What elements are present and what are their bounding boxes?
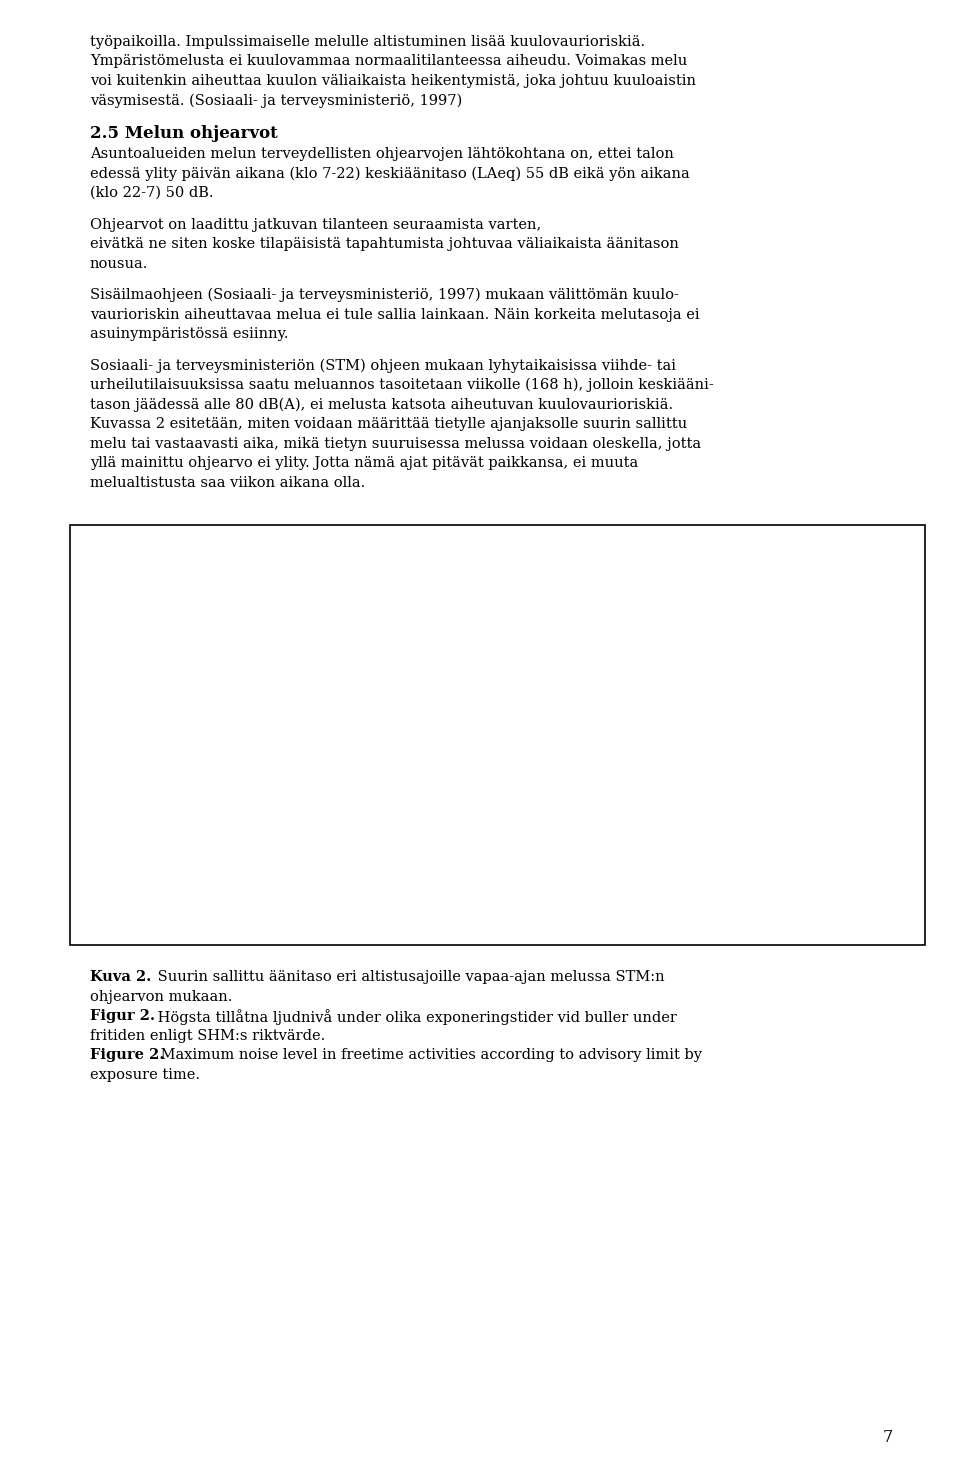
Text: Maximum noise level in freetime activities according to advisory limit by: Maximum noise level in freetime activiti… [156, 1047, 702, 1062]
Text: Ympäristömelusta ei kuulovammaa normaalitilanteessa aiheudu. Voimakas melu: Ympäristömelusta ei kuulovammaa normaali… [90, 54, 687, 69]
Text: 2.5 Melun ohjearvot: 2.5 Melun ohjearvot [90, 125, 277, 143]
Text: Sosiaali- ja terveysministeriön (STM) ohjeen mukaan lyhytaikaisissa viihde- tai: Sosiaali- ja terveysministeriön (STM) oh… [90, 359, 676, 372]
Text: Suurin sallittu äänitaso eri altistusajoille vapaa-ajan melussa STM:n: Suurin sallittu äänitaso eri altistusajo… [153, 969, 664, 984]
Text: Högsta tillåtna ljudnivå under olika exponeringstider vid buller under: Högsta tillåtna ljudnivå under olika exp… [153, 1009, 677, 1025]
Y-axis label: Suurin sallittu äänitaso (dBA: Suurin sallittu äänitaso (dBA [101, 618, 114, 812]
Text: Ohjearvot on laadittu jatkuvan tilanteen seuraamista varten,: Ohjearvot on laadittu jatkuvan tilanteen… [90, 218, 541, 231]
Text: asuinympäristössä esiinny.: asuinympäristössä esiinny. [90, 327, 289, 341]
Text: voi kuitenkin aiheuttaa kuulon väliaikaista heikentymistä, joka johtuu kuuloaist: voi kuitenkin aiheuttaa kuulon väliaikai… [90, 74, 696, 88]
X-axis label: Aika (h): Aika (h) [501, 908, 554, 921]
Text: 7: 7 [882, 1428, 893, 1446]
Text: Kuva 2.: Kuva 2. [90, 969, 152, 984]
Text: Kuvassa 2 esitetään, miten voidaan määrittää tietylle ajanjaksolle suurin sallit: Kuvassa 2 esitetään, miten voidaan määri… [90, 416, 687, 431]
Text: (klo 22-7) 50 dB.: (klo 22-7) 50 dB. [90, 185, 213, 200]
Text: Figur 2.: Figur 2. [90, 1009, 155, 1022]
Text: ohjearvon mukaan.: ohjearvon mukaan. [90, 990, 232, 1003]
Text: urheilutilaisuuksissa saatu meluannos tasoitetaan viikolle (168 h), jolloin kesk: urheilutilaisuuksissa saatu meluannos ta… [90, 378, 713, 393]
Text: yllä mainittu ohjearvo ei ylity. Jotta nämä ajat pitävät paikkansa, ei muuta: yllä mainittu ohjearvo ei ylity. Jotta n… [90, 456, 638, 471]
Text: fritiden enligt SHM:s riktvärde.: fritiden enligt SHM:s riktvärde. [90, 1028, 325, 1043]
Text: exposure time.: exposure time. [90, 1068, 200, 1081]
Text: Sisäilmaohjeen (Sosiaali- ja terveysministeriö, 1997) mukaan välittömän kuulo-: Sisäilmaohjeen (Sosiaali- ja terveysmini… [90, 288, 679, 303]
Text: eivätkä ne siten koske tilapäisistä tapahtumista johtuvaa väliaikaista äänitason: eivätkä ne siten koske tilapäisistä tapa… [90, 237, 679, 252]
Text: väsymisestä. (Sosiaali- ja terveysministeriö, 1997): väsymisestä. (Sosiaali- ja terveysminist… [90, 94, 463, 107]
Text: nousua.: nousua. [90, 256, 149, 271]
Text: Figure 2.: Figure 2. [90, 1047, 164, 1062]
Text: tason jäädessä alle 80 dB(A), ei melusta katsota aiheutuvan kuulovaurioriskiä.: tason jäädessä alle 80 dB(A), ei melusta… [90, 397, 673, 412]
Text: melu tai vastaavasti aika, mikä tietyn suuruisessa melussa voidaan oleskella, jo: melu tai vastaavasti aika, mikä tietyn s… [90, 437, 701, 450]
Text: työpaikoilla. Impulssimaiselle melulle altistuminen lisää kuulovaurioriskiä.: työpaikoilla. Impulssimaiselle melulle a… [90, 35, 645, 49]
Text: Asuntoalueiden melun terveydellisten ohjearvojen lähtökohtana on, ettei talon: Asuntoalueiden melun terveydellisten ohj… [90, 147, 674, 160]
Text: edessä ylity päivän aikana (klo 7-22) keskiäänitaso (LAeq) 55 dB eikä yön aikana: edessä ylity päivän aikana (klo 7-22) ke… [90, 166, 689, 181]
Text: vaurioriskin aiheuttavaa melua ei tule sallia lainkaan. Näin korkeita melutasoja: vaurioriskin aiheuttavaa melua ei tule s… [90, 307, 700, 322]
Text: melualtistusta saa viikon aikana olla.: melualtistusta saa viikon aikana olla. [90, 475, 365, 490]
